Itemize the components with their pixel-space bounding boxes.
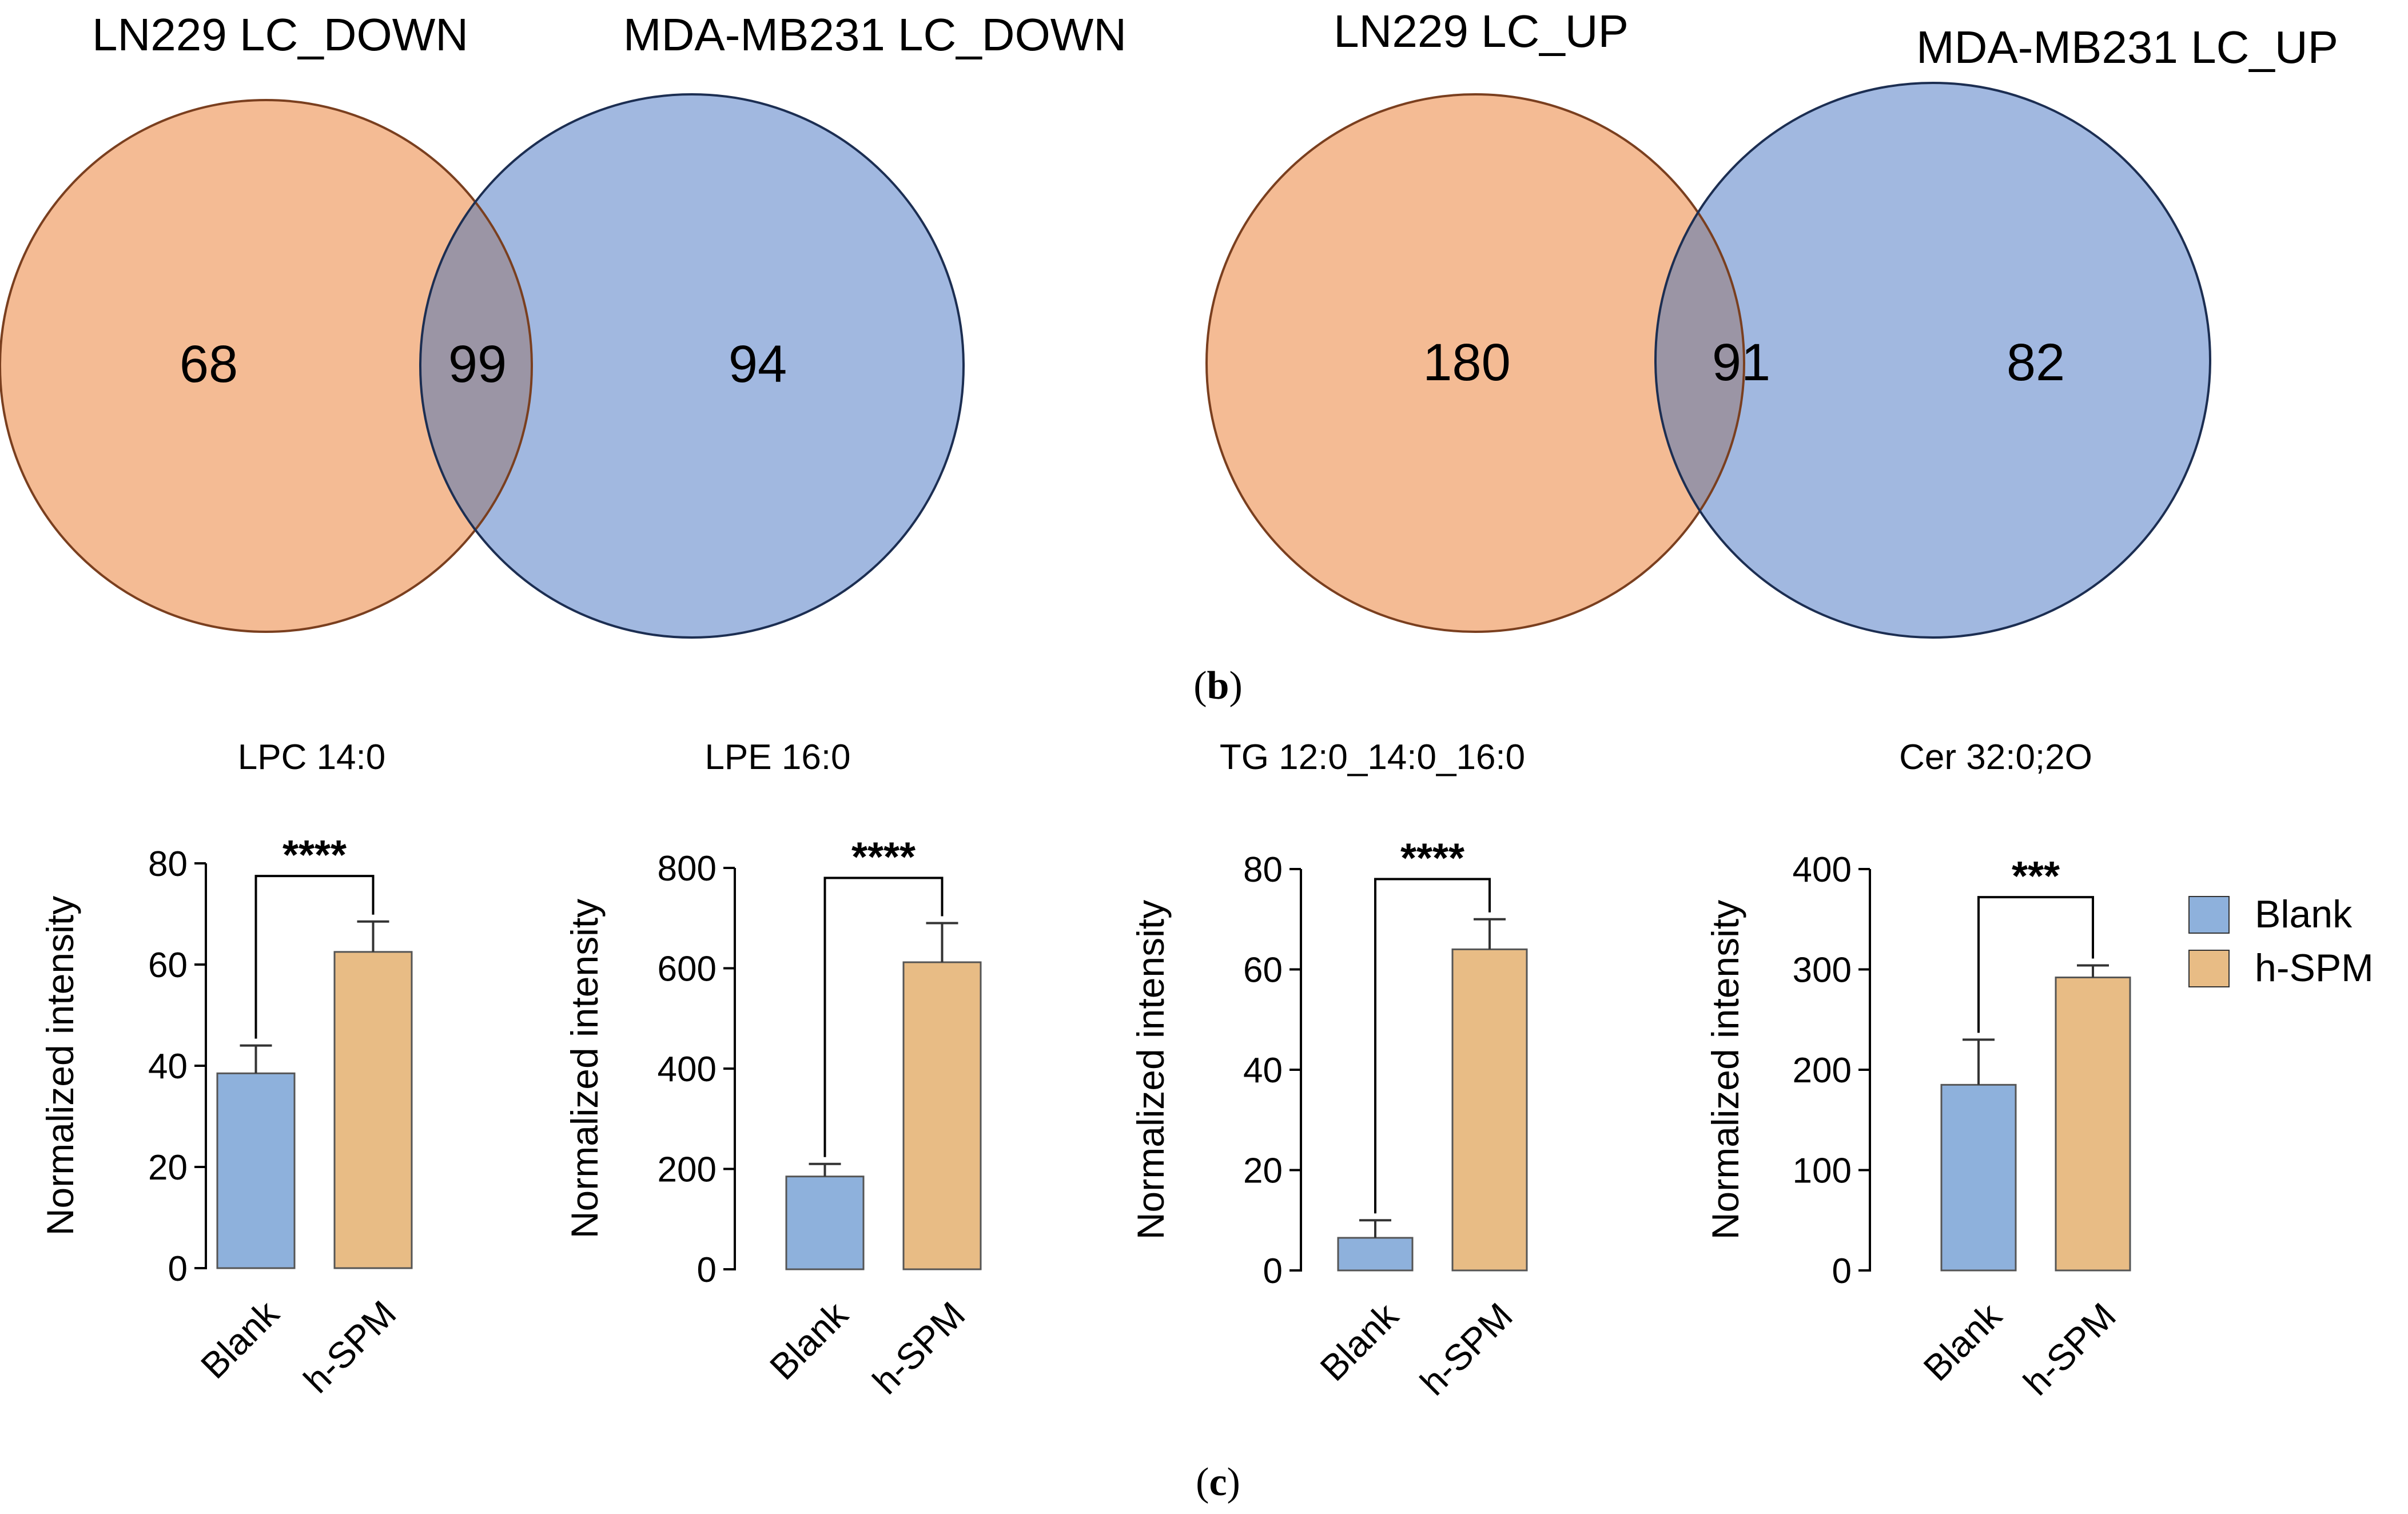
chart-title: Cer 32:0;2O — [1899, 738, 2092, 777]
legend-swatch-h-spm — [2188, 950, 2230, 987]
x-tick-label: Blank — [762, 1293, 856, 1388]
venn2-set-a-circle — [1207, 94, 1744, 632]
x-tick-label: Blank — [193, 1292, 287, 1386]
venn2-set-a-outline — [1205, 93, 1745, 633]
y-tick-label: 400 — [658, 1050, 717, 1089]
y-tick-label: 40 — [1243, 1051, 1283, 1090]
y-tick-label: 600 — [658, 950, 717, 989]
caption-c: (c) — [1196, 1460, 1240, 1504]
y-tick-label: 80 — [148, 844, 188, 884]
bar-h-spm — [902, 961, 982, 1270]
y-tick-label: 300 — [1793, 951, 1852, 990]
y-tick-label: 0 — [1263, 1252, 1283, 1291]
venn1-only-a-count: 68 — [180, 335, 238, 393]
y-tick-label: 60 — [148, 946, 188, 985]
significance-label: **** — [851, 835, 916, 880]
venn2-intersection-count: 91 — [1712, 333, 1770, 392]
significance-label: *** — [2012, 854, 2060, 899]
x-tick-label: h-SPM — [865, 1294, 973, 1402]
y-tick-label: 400 — [1793, 850, 1852, 890]
y-tick-label: 20 — [1243, 1152, 1283, 1191]
chart-title: LPE 16:0 — [705, 738, 850, 777]
bar-h-spm — [333, 951, 413, 1269]
y-tick-label: 60 — [1243, 951, 1283, 990]
x-tick-label: Blank — [1916, 1294, 2010, 1389]
bar-chart-tg-12-0-14-0-16-0: TG 12:0_14:0_16:0 Normalized intensity 0 20… — [1129, 738, 1528, 1403]
venn2-only-a-count: 180 — [1423, 333, 1511, 392]
y-tick-label: 20 — [148, 1148, 188, 1188]
bar-blank — [216, 1072, 296, 1269]
significance-bracket — [254, 875, 375, 1039]
venn1-intersection-count: 99 — [448, 335, 507, 393]
y-axis-label: Normalized intensity — [39, 896, 81, 1236]
bar-chart-lpc-14-0: LPC 14:0 Normalized intensity 0 20 40 60 80 Bla… — [39, 738, 413, 1401]
bar-blank — [1337, 1237, 1414, 1272]
legend: Blank h-SPM — [2188, 893, 2374, 990]
y-tick-label: 0 — [168, 1249, 188, 1289]
x-tick-label: Blank — [1312, 1294, 1407, 1389]
venn1-set-b-outline — [419, 93, 965, 639]
venn1-only-b-count: 94 — [729, 335, 787, 393]
y-tick-label: 80 — [1243, 850, 1283, 890]
significance-label: **** — [282, 832, 347, 878]
venn-diagram-down: LN229 LC_DOWN MDA-MB231 LC_DOWN 68 99 94 — [0, 9, 1127, 639]
bar-h-spm — [2055, 977, 2131, 1272]
venn1-set-a-outline — [0, 99, 533, 633]
x-tick-label: h-SPM — [1412, 1295, 1521, 1403]
venn1-set-b-circle — [420, 94, 964, 638]
y-tick-label: 200 — [658, 1150, 717, 1190]
venn1-set-a-label: LN229 LC_DOWN — [92, 9, 468, 60]
y-tick-label: 0 — [697, 1250, 717, 1290]
y-tick-label: 200 — [1793, 1051, 1852, 1090]
venn1-set-a-circle — [0, 100, 532, 632]
caption-b: (b) — [1193, 664, 1243, 708]
significance-bracket — [823, 876, 944, 1157]
y-tick-label: 40 — [148, 1047, 188, 1086]
x-tick-label: h-SPM — [296, 1293, 404, 1401]
chart-title: LPC 14:0 — [238, 738, 386, 777]
y-axis-label: Normalized intensity — [1704, 900, 1746, 1240]
bar-chart-cer-32-0-2o: Cer 32:0;2O Normalized intensity 0 100 200 30… — [1704, 738, 2131, 1403]
bar-h-spm — [1451, 948, 1528, 1272]
venn2-set-b-label: MDA-MB231 LC_UP — [1916, 22, 2338, 73]
venn2-set-b-outline — [1654, 82, 2211, 639]
venn-diagram-up: LN229 LC_UP MDA-MB231 LC_UP 180 91 82 — [1205, 6, 2338, 639]
legend-swatch-blank — [2188, 896, 2230, 934]
significance-bracket — [1977, 896, 2094, 1033]
bar-blank — [1940, 1083, 2017, 1272]
y-axis-label: Normalized intensity — [563, 899, 606, 1238]
bar-blank — [785, 1176, 865, 1270]
venn2-only-b-count: 82 — [2007, 333, 2065, 392]
significance-label: **** — [1400, 836, 1464, 882]
x-tick-label: h-SPM — [2016, 1295, 2124, 1403]
y-tick-label: 800 — [658, 849, 717, 889]
bar-chart-lpe-16-0: LPE 16:0 Normalized intensity 0 200 400 600 80… — [563, 738, 982, 1402]
y-tick-label: 0 — [1832, 1252, 1852, 1291]
y-tick-label: 100 — [1793, 1152, 1852, 1191]
venn1-set-b-label: MDA-MB231 LC_DOWN — [623, 9, 1127, 60]
legend-label-blank: Blank — [2255, 893, 2353, 936]
chart-title: TG 12:0_14:0_16:0 — [1220, 738, 1525, 777]
venn2-set-b-circle — [1655, 83, 2210, 638]
significance-bracket — [1374, 878, 1491, 1214]
y-axis-label: Normalized intensity — [1129, 900, 1172, 1240]
legend-label-h-spm: h-SPM — [2255, 946, 2374, 990]
venn2-set-a-label: LN229 LC_UP — [1334, 6, 1629, 57]
